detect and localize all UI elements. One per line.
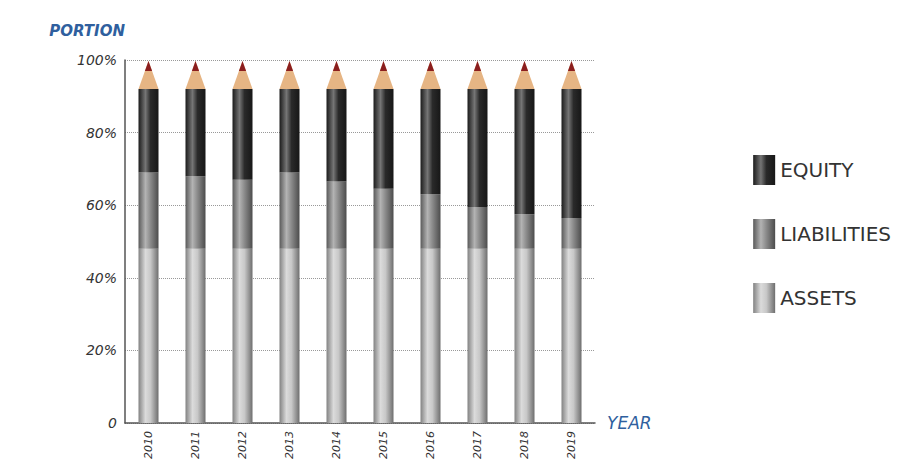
svg-text:2016: 2016: [424, 431, 437, 459]
svg-text:2015: 2015: [377, 431, 390, 459]
svg-text:YEAR: YEAR: [607, 413, 652, 433]
svg-text:PORTION: PORTION: [49, 22, 125, 40]
svg-text:2018: 2018: [518, 431, 531, 459]
svg-text:60%: 60%: [86, 197, 117, 213]
svg-text:2019: 2019: [565, 431, 578, 459]
svg-text:2011: 2011: [189, 431, 202, 459]
svg-text:ASSETS: ASSETS: [780, 286, 857, 310]
svg-text:40%: 40%: [86, 270, 117, 286]
svg-text:0: 0: [108, 415, 117, 431]
svg-text:2012: 2012: [236, 431, 249, 459]
svg-text:2013: 2013: [283, 431, 296, 459]
svg-text:100%: 100%: [77, 52, 117, 68]
svg-text:2017: 2017: [471, 431, 484, 459]
svg-text:80%: 80%: [86, 125, 117, 141]
svg-text:2014: 2014: [330, 431, 343, 459]
svg-text:LIABILITIES: LIABILITIES: [780, 222, 891, 246]
svg-text:EQUITY: EQUITY: [780, 158, 854, 182]
svg-text:20%: 20%: [86, 342, 117, 358]
svg-text:2010: 2010: [142, 431, 155, 459]
